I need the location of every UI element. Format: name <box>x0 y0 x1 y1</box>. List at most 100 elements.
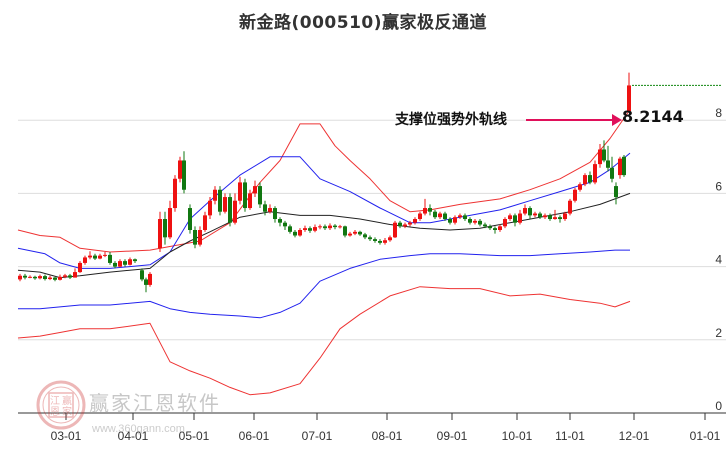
candle-body <box>358 231 362 235</box>
candle-body <box>498 226 502 230</box>
x-tick-label: 10-01 <box>502 429 533 443</box>
candle-body <box>233 200 237 223</box>
candle-body <box>363 234 367 238</box>
candle-body <box>323 226 327 229</box>
candle-body <box>293 231 297 236</box>
candle-body <box>458 215 462 218</box>
candle-body <box>513 215 517 223</box>
y-tick-label: 4 <box>715 253 722 267</box>
y-tick-label: 6 <box>715 179 722 193</box>
candle-body <box>593 164 597 183</box>
candle-body <box>43 276 47 280</box>
candle-body <box>173 178 177 209</box>
lower-inner-blue-line <box>18 249 630 319</box>
candle-body <box>223 197 227 212</box>
lower-outer-red-line <box>17 286 631 396</box>
x-tick-label: 12-01 <box>619 429 650 443</box>
x-tick-label: 05-01 <box>179 429 210 443</box>
candle-body <box>610 167 614 179</box>
candle-body <box>78 262 82 273</box>
x-tick-label: 09-01 <box>437 429 468 443</box>
candle-body <box>373 239 377 241</box>
x-tick-label: 11-01 <box>555 429 585 443</box>
candle-body <box>238 182 242 201</box>
candle-body <box>622 156 626 176</box>
candle-body <box>63 275 67 277</box>
x-tick-label: 06-01 <box>239 429 270 443</box>
y-tick-label: 8 <box>715 106 722 120</box>
candle-body <box>538 213 542 218</box>
candle-body <box>140 270 144 280</box>
svg-text:恩: 恩 <box>50 406 60 418</box>
candle-body <box>448 219 452 223</box>
candle-body <box>28 276 32 278</box>
candle-body <box>268 208 272 212</box>
candle-body <box>483 224 487 227</box>
candle-body <box>73 272 77 278</box>
svg-text:赢: 赢 <box>62 394 72 407</box>
candle-body <box>118 261 122 267</box>
candle-body <box>433 211 437 218</box>
candle-body <box>113 262 117 267</box>
candle-body <box>488 226 492 229</box>
candle-body <box>518 213 522 223</box>
candle-body <box>553 217 557 220</box>
candle-body <box>248 193 252 209</box>
svg-text:江: 江 <box>50 395 60 407</box>
candle-body <box>168 208 172 238</box>
candle-body <box>288 226 292 232</box>
candle-body <box>133 259 137 262</box>
candle-body <box>83 257 87 263</box>
candle-body <box>543 215 547 218</box>
y-axis-ticks: 0 2 4 6 8 <box>715 106 722 413</box>
candle-body <box>463 215 467 220</box>
candle-body <box>188 208 192 230</box>
candle-body <box>48 277 52 280</box>
watermark-seal: 江 赢 恩 家 <box>36 380 86 434</box>
candle-body <box>418 213 422 220</box>
candle-body <box>563 213 567 220</box>
x-tick-label: 08-01 <box>372 429 403 443</box>
candle-body <box>158 219 162 249</box>
y-tick-label: 2 <box>715 326 722 340</box>
candle-body <box>578 184 582 190</box>
candle-body <box>273 208 277 220</box>
annotation-arrow <box>526 114 622 126</box>
svg-text:家: 家 <box>62 405 72 418</box>
x-tick-label: 03-01 <box>51 429 82 443</box>
candle-body <box>308 228 312 231</box>
candle-body <box>508 215 512 220</box>
candle-body <box>548 215 552 220</box>
candle-body <box>203 215 207 230</box>
candle-body <box>453 217 457 223</box>
candle-body <box>602 149 606 161</box>
x-tick-label: 01-01 <box>690 429 721 443</box>
upper-outer-red-line <box>17 112 629 253</box>
candle-body <box>393 222 397 238</box>
candle-body <box>478 220 482 225</box>
candle-body <box>163 219 167 238</box>
candle-body <box>178 160 182 179</box>
candle-body <box>614 186 618 198</box>
candle-body <box>53 277 57 280</box>
candle-body <box>278 219 282 223</box>
candle-body <box>573 189 577 201</box>
annotation-label: 支撑位强势外轨线 <box>395 112 507 128</box>
candle-body <box>108 254 112 263</box>
candle-body <box>58 276 62 280</box>
candle-body <box>123 261 127 265</box>
candle-body <box>33 276 37 279</box>
candle-body <box>298 230 302 236</box>
candle-body <box>338 226 342 228</box>
candle-body <box>533 213 537 216</box>
candle-body <box>503 219 507 227</box>
candle-body <box>128 259 132 265</box>
candle-body <box>198 230 202 245</box>
candle-body <box>348 233 352 236</box>
candle-body <box>253 186 257 194</box>
candle-body <box>218 189 222 212</box>
chart-title: 新金路(000510)赢家极反通道 <box>238 13 487 33</box>
seal-icon: 江 赢 恩 家 <box>36 380 86 430</box>
candle-body <box>258 186 262 205</box>
candle-body <box>428 208 432 212</box>
